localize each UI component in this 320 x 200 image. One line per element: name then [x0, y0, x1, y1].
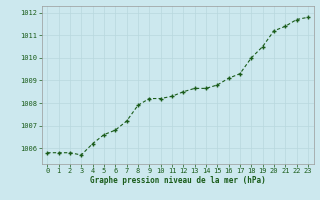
X-axis label: Graphe pression niveau de la mer (hPa): Graphe pression niveau de la mer (hPa): [90, 176, 266, 185]
